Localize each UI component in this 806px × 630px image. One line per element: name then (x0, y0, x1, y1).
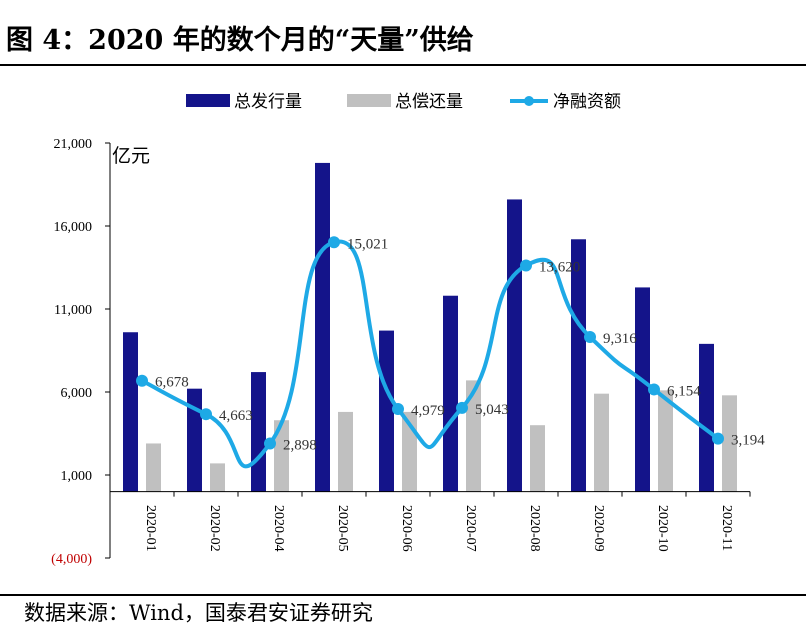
net-data-label: 5,043 (475, 402, 509, 418)
x-tick-label: 2020-04 (271, 505, 286, 552)
net-point (136, 374, 148, 387)
net-point (584, 330, 596, 343)
net-data-label: 2,898 (283, 437, 317, 453)
x-tick-label: 2020-10 (655, 505, 670, 552)
net-data-label: 3,194 (731, 433, 765, 449)
bar-issuance (251, 372, 266, 492)
net-point (392, 402, 404, 415)
x-tick-label: 2020-08 (527, 505, 542, 552)
net-point (200, 408, 212, 421)
bar-issuance (315, 162, 330, 492)
bars (123, 162, 737, 492)
x-tick-label: 2020-09 (591, 505, 606, 552)
y-tick-label: 1,000 (61, 469, 93, 484)
net-data-label: 15,021 (347, 236, 388, 252)
net-point (648, 383, 660, 396)
bar-repayment (338, 411, 353, 492)
x-tick-label: 2020-02 (207, 505, 222, 552)
net-data-label: 13,620 (539, 260, 580, 276)
net-data-label: 6,678 (155, 375, 189, 391)
net-data-label: 9,316 (603, 331, 637, 347)
x-tick-label: 2020-11 (719, 505, 734, 551)
legend: 总发行量 总偿还量 净融资额 (186, 92, 621, 112)
legend-label-issuance: 总发行量 (234, 92, 302, 112)
bar-issuance (123, 332, 138, 492)
bar-repayment (530, 425, 545, 492)
bar-issuance (571, 239, 586, 492)
net-point (520, 259, 532, 272)
source-note: 数据来源：Wind，国泰君安证券研究 (24, 601, 373, 625)
x-tick-label: 2020-06 (399, 505, 414, 552)
y-tick-label: 6,000 (61, 386, 93, 401)
bar-issuance (187, 388, 202, 492)
bar-repayment (146, 443, 161, 492)
bar-repayment (210, 463, 225, 492)
chart-title: 图 4：2020 年的数个月的“天量”供给 (6, 25, 474, 56)
x-tick-label: 2020-05 (335, 505, 350, 552)
legend-label-net: 净融资额 (553, 92, 621, 112)
bar-issuance (635, 287, 650, 492)
net-point (264, 437, 276, 450)
x-tick-label: 2020-01 (143, 505, 158, 552)
legend-label-repayment: 总偿还量 (395, 92, 463, 112)
bar-issuance (379, 330, 394, 492)
legend-swatch-issuance (186, 94, 230, 107)
net-data-label: 4,979 (411, 403, 445, 419)
y-tick-label: 11,000 (54, 303, 92, 318)
legend-marker-net (524, 96, 534, 106)
x-axis (109, 491, 751, 497)
net-data-label: 6,154 (667, 383, 701, 399)
bar-repayment (722, 395, 737, 492)
bar-repayment (658, 390, 673, 492)
bar-repayment (594, 393, 609, 492)
net-financing-curve (141, 239, 720, 469)
y-tick-label: 21,000 (54, 137, 93, 152)
net-point (456, 401, 468, 414)
bar-issuance (507, 199, 522, 492)
bar-issuance (443, 295, 458, 492)
x-tick-label: 2020-07 (463, 505, 478, 552)
net-data-label: 4,663 (219, 408, 253, 424)
y-tick-label: (4,000) (51, 552, 92, 567)
y-axis: (4,000) 1,000 6,000 11,000 16,000 21,000 (51, 137, 111, 567)
bar-repayment (274, 420, 289, 492)
y-unit-label: 亿元 (112, 145, 150, 167)
net-point (328, 236, 340, 249)
title-rule (0, 64, 806, 66)
y-tick-label: 16,000 (54, 220, 93, 235)
source-rule (0, 594, 806, 596)
legend-swatch-repayment (347, 94, 391, 107)
bar-issuance (699, 343, 714, 492)
bar-repayment (466, 380, 481, 492)
x-tick-labels: 2020-01 2020-02 2020-04 2020-05 2020-06 2020-… (143, 505, 734, 552)
net-financing-line: 6,678 4,663 2,898 15,021 4,979 5,043 13,620 9,3… (136, 236, 765, 469)
net-point (712, 432, 724, 445)
chart-canvas: 总发行量 总偿还量 净融资额 亿元 (4,000) 1,000 6,000 11,00… (51, 92, 765, 567)
